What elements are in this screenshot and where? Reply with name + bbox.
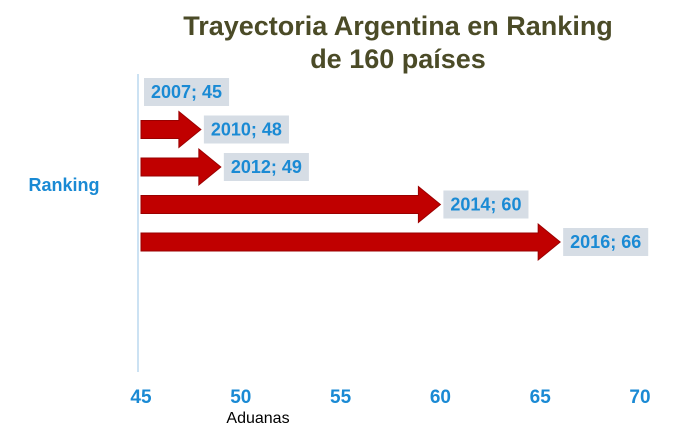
x-tick-label: 55	[330, 387, 352, 408]
value-label-box	[203, 115, 289, 144]
value-label-box	[563, 228, 649, 256]
value-label-box	[443, 190, 529, 219]
arrow-bar	[140, 185, 442, 224]
arrow-bar	[140, 110, 202, 149]
value-label-box	[223, 153, 309, 181]
arrow-bar	[140, 222, 561, 262]
value-label: 2014; 60	[450, 194, 521, 214]
x-axis-label: Aduanas	[226, 410, 289, 427]
value-label-box	[144, 78, 230, 106]
y-axis-label: Ranking	[28, 175, 99, 195]
chart-subtitle: de 160 países	[310, 44, 486, 74]
arrow-bar	[140, 147, 222, 187]
x-tick-label: 70	[629, 387, 650, 408]
x-tick-label: 65	[530, 387, 552, 408]
x-tick-label: 45	[130, 387, 152, 408]
value-label: 2007; 45	[151, 82, 222, 102]
x-tick-label: 50	[230, 387, 251, 408]
value-label: 2010; 48	[211, 119, 282, 139]
chart-title: Trayectoria Argentina en Ranking	[183, 11, 613, 41]
value-label: 2016; 66	[570, 232, 641, 252]
value-label: 2012; 49	[231, 157, 302, 177]
x-tick-label: 60	[430, 387, 451, 408]
